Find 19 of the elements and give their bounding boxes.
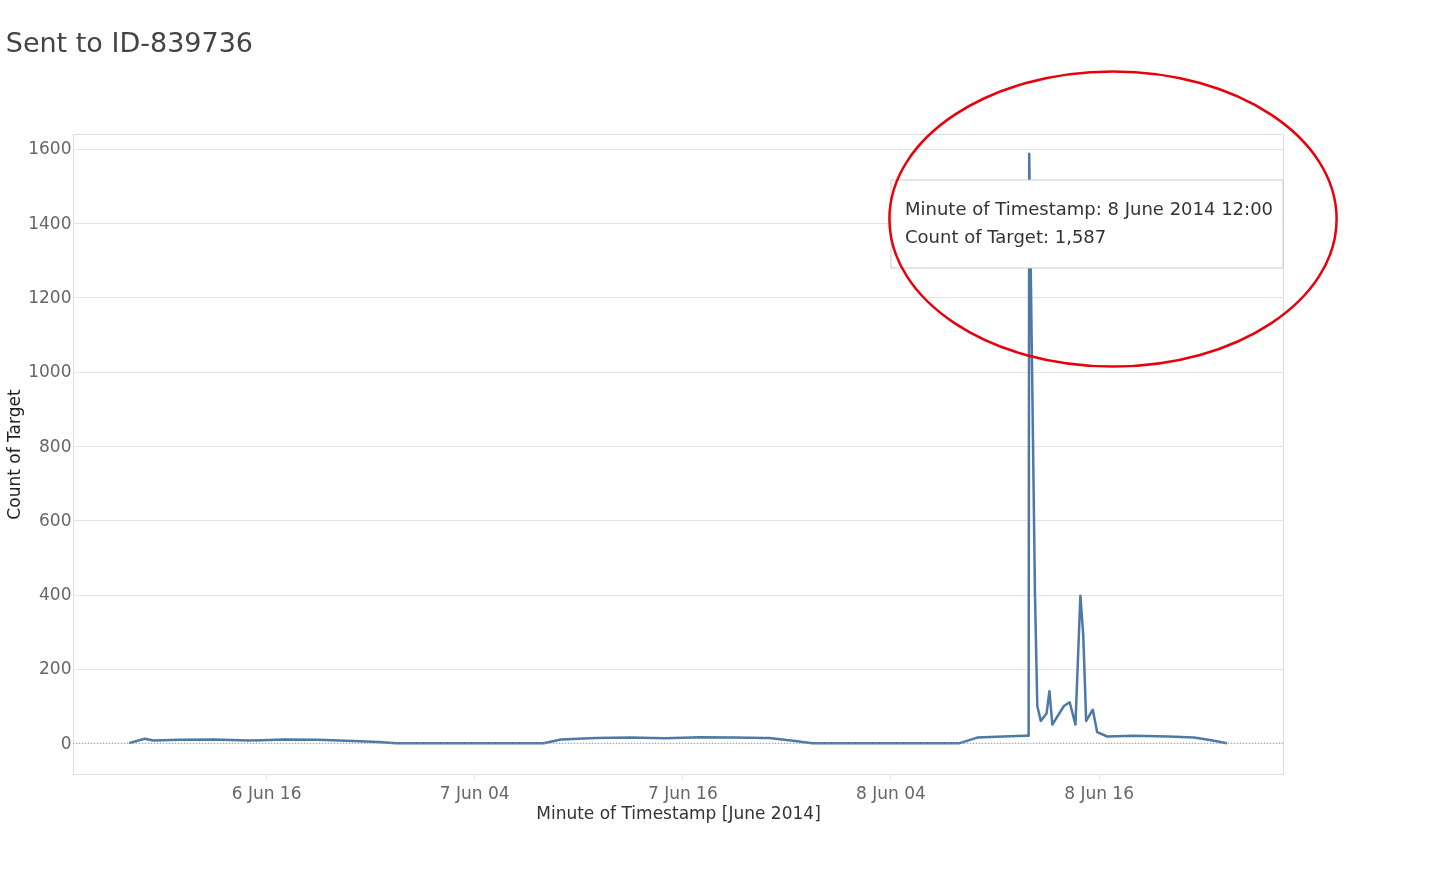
y-tick-label: 1000: [28, 361, 72, 382]
y-axis-title: Count of Target: [4, 389, 25, 520]
y-tick-label: 200: [39, 658, 72, 679]
y-tick-label: 400: [39, 584, 72, 605]
x-tick-label: 7 Jun 04: [439, 782, 510, 803]
chart-title: Sent to ID-839736: [5, 27, 254, 59]
annotation: Count of Target: 1,587: [905, 226, 1107, 247]
y-tick-label: 800: [39, 435, 72, 456]
x-tick-label: 6 Jun 16: [231, 782, 302, 803]
x-tick-label: 8 Jun 16: [1064, 782, 1134, 803]
x-tick-label: 8 Jun 04: [856, 782, 926, 803]
annotation: Minute of Timestamp: 8 June 2014 12:00: [905, 198, 1274, 219]
y-tick-label: 1600: [28, 138, 72, 159]
y-tick-label: 1400: [28, 212, 72, 233]
x-axis-title: Minute of Timestamp [June 2014]: [536, 802, 821, 823]
y-tick-label: 600: [39, 509, 72, 530]
y-tick-label: 0: [60, 732, 72, 753]
x-tick-label: 7 Jun 16: [647, 782, 718, 803]
y-tick-label: 1200: [28, 286, 72, 307]
